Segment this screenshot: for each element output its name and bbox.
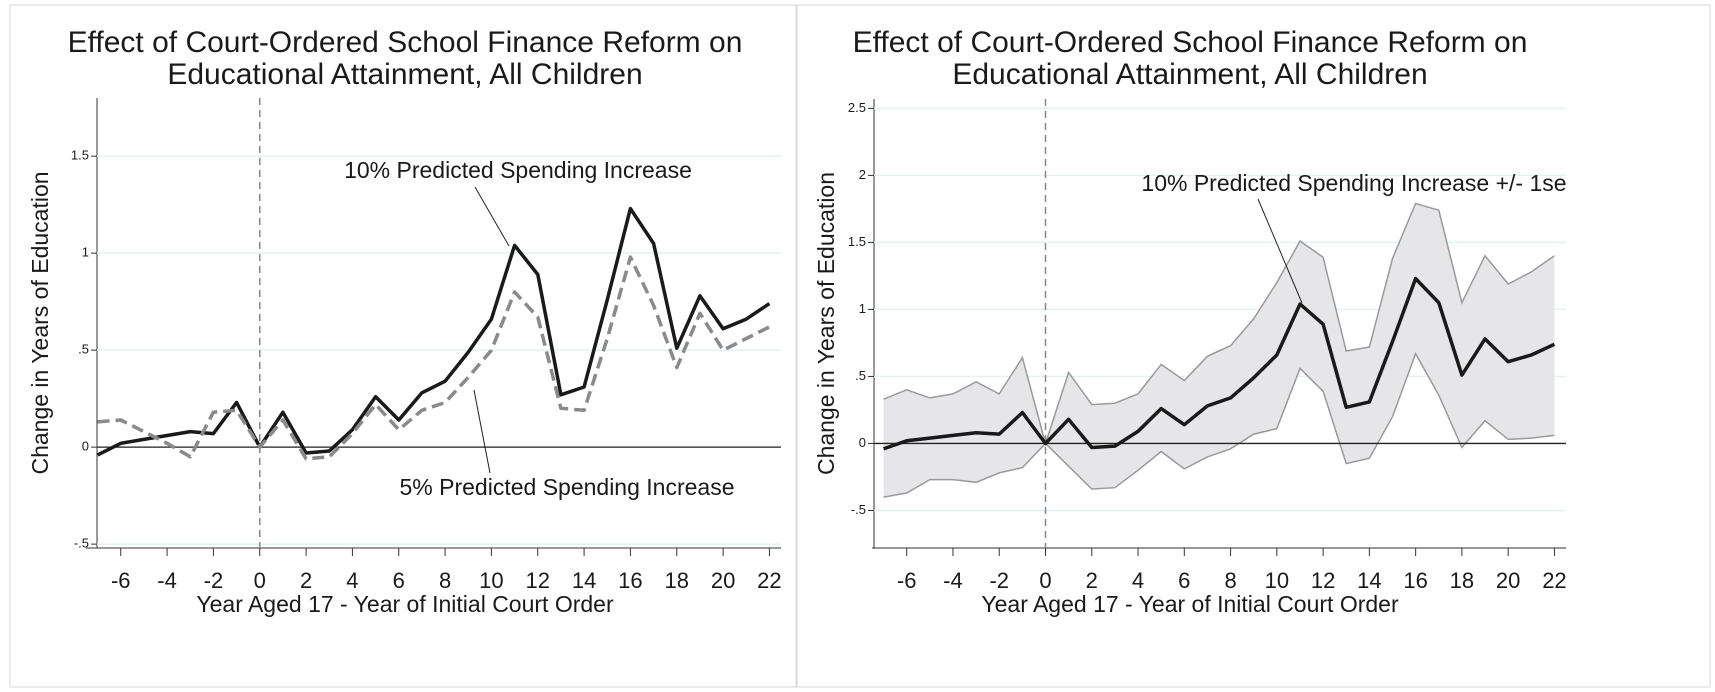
x-tick-label: 6 — [393, 568, 405, 593]
x-axis-title: Year Aged 17 - Year of Initial Court Ord… — [196, 591, 614, 617]
x-tick-label: -4 — [943, 568, 963, 593]
x-tick-label: 12 — [1311, 568, 1335, 593]
x-tick-label: 20 — [711, 568, 735, 593]
x-tick-label: 2 — [300, 568, 312, 593]
x-tick-label: 2 — [1086, 568, 1098, 593]
x-tick-label: 8 — [1224, 568, 1236, 593]
chart-title: Educational Attainment, All Children — [167, 58, 642, 91]
x-tick-label: 20 — [1496, 568, 1520, 593]
band-lower — [883, 351, 1555, 498]
x-tick-label: -6 — [111, 568, 131, 593]
series-line — [883, 276, 1556, 451]
y-tick-label: 1.5 — [848, 234, 866, 249]
x-tick-label: 22 — [757, 568, 781, 593]
series-annotation: 10% Predicted Spending Increase +/- 1se — [1141, 170, 1566, 196]
y-tick-label: 0 — [82, 439, 89, 454]
x-tick-label: 18 — [665, 568, 689, 593]
y-tick-label: 2.5 — [848, 100, 866, 115]
y-tick-label: 1 — [859, 301, 866, 316]
x-tick-label: 4 — [1132, 568, 1144, 593]
x-tick-label: 22 — [1542, 568, 1566, 593]
x-tick-label: -4 — [157, 568, 177, 593]
y-tick-label: .5 — [855, 368, 866, 383]
x-tick-label: 10 — [1265, 568, 1289, 593]
y-tick-label: 2 — [859, 167, 866, 182]
x-axis-title: Year Aged 17 - Year of Initial Court Ord… — [981, 591, 1399, 617]
x-tick-label: 12 — [526, 568, 550, 593]
panel-frame — [9, 4, 797, 688]
y-axis-title: Change in Years of Education — [813, 172, 839, 475]
y-tick-label: -.5 — [74, 536, 89, 551]
x-tick-label: 14 — [1357, 568, 1381, 593]
x-tick-label: 16 — [1403, 568, 1427, 593]
error-band — [883, 203, 1555, 498]
y-tick-label: 0 — [859, 435, 866, 450]
x-tick-label: 0 — [254, 568, 266, 593]
x-tick-label: 8 — [439, 568, 451, 593]
series-annotation: 5% Predicted Spending Increase — [400, 474, 735, 500]
y-tick-label: 1.5 — [71, 148, 89, 163]
x-tick-label: 14 — [572, 568, 596, 593]
x-tick-label: 4 — [346, 568, 358, 593]
x-tick-label: 0 — [1039, 568, 1051, 593]
x-tick-label: 6 — [1178, 568, 1190, 593]
series-annotation: 10% Predicted Spending Increase — [344, 157, 692, 183]
chart-title: Effect of Court-Ordered School Finance R… — [68, 26, 743, 59]
annotation-pointer — [1257, 198, 1303, 304]
chart-title: Educational Attainment, All Children — [952, 58, 1427, 91]
y-tick-label: 1 — [82, 245, 89, 260]
series-line — [96, 206, 771, 457]
y-axis-title: Change in Years of Education — [27, 171, 53, 474]
x-tick-label: 10 — [479, 568, 503, 593]
y-tick-label: .5 — [78, 342, 89, 357]
x-tick-label: -2 — [204, 568, 224, 593]
x-tick-label: 16 — [618, 568, 642, 593]
series-line — [97, 255, 771, 461]
x-tick-label: -2 — [989, 568, 1009, 593]
annotation-pointer — [473, 389, 491, 474]
x-tick-label: 18 — [1450, 568, 1474, 593]
annotation-pointer — [474, 186, 510, 247]
x-tick-label: -6 — [897, 568, 917, 593]
chart-title: Effect of Court-Ordered School Finance R… — [853, 26, 1528, 59]
band-upper — [883, 202, 1555, 447]
y-tick-label: -.5 — [851, 502, 866, 517]
